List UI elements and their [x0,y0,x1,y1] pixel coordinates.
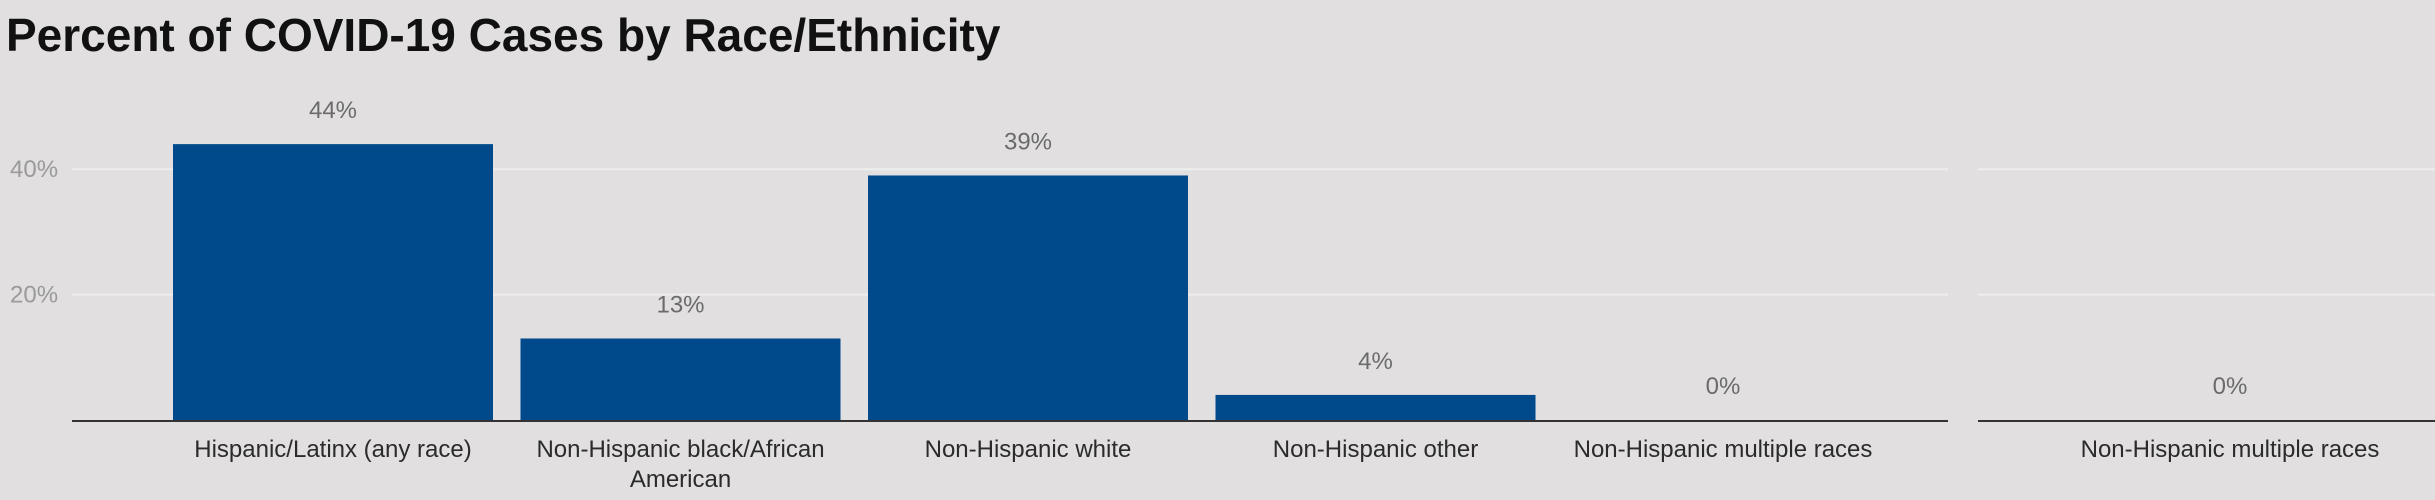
data-label: 39% [1004,128,1052,155]
data-label: 13% [656,291,704,318]
x-tick-label: American [630,466,731,493]
bar[interactable] [520,338,841,420]
chart-title: Percent of COVID-19 Cases by Race/Ethnic… [6,9,1001,61]
x-tick-label: Non-Hispanic white [925,436,1132,463]
x-tick-label: Non-Hispanic multiple races [1574,436,1873,463]
data-label: 44% [309,97,357,124]
data-label: 0% [2213,373,2248,400]
data-label: 0% [1706,373,1741,400]
bar[interactable] [173,144,493,420]
x-tick-label: Non-Hispanic black/African [536,436,824,463]
bar[interactable] [1215,394,1536,420]
data-label: 4% [1358,348,1393,375]
x-tick-label: Non-Hispanic other [1273,436,1478,463]
bar[interactable] [868,175,1188,420]
y-tick-label: 20% [10,282,58,309]
x-tick-label: Non-Hispanic multiple races [2081,436,2380,463]
y-tick-label: 40% [10,156,58,183]
x-tick-label: Hispanic/Latinx (any race) [194,436,471,463]
